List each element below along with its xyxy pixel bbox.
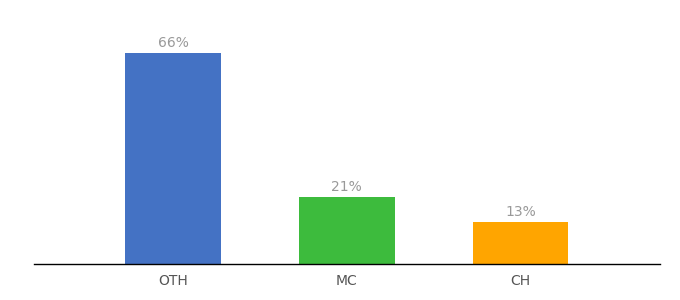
Bar: [299, 197, 394, 264]
Bar: [125, 53, 221, 264]
Text: 21%: 21%: [331, 180, 362, 194]
Text: 66%: 66%: [158, 36, 188, 50]
Text: 13%: 13%: [505, 205, 536, 219]
Bar: [473, 222, 568, 264]
